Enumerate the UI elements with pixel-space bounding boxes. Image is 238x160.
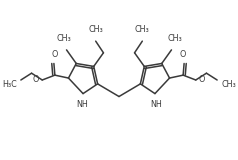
Text: NH: NH [150, 100, 162, 109]
Text: CH₃: CH₃ [88, 25, 103, 34]
Text: CH₃: CH₃ [56, 34, 71, 43]
Text: O: O [52, 50, 58, 59]
Text: O: O [199, 76, 205, 84]
Text: NH: NH [76, 100, 88, 109]
Text: CH₃: CH₃ [167, 34, 182, 43]
Text: H₃C: H₃C [2, 80, 17, 89]
Text: O: O [33, 76, 39, 84]
Text: CH₃: CH₃ [135, 25, 150, 34]
Text: O: O [180, 50, 186, 59]
Text: CH₃: CH₃ [221, 80, 236, 89]
